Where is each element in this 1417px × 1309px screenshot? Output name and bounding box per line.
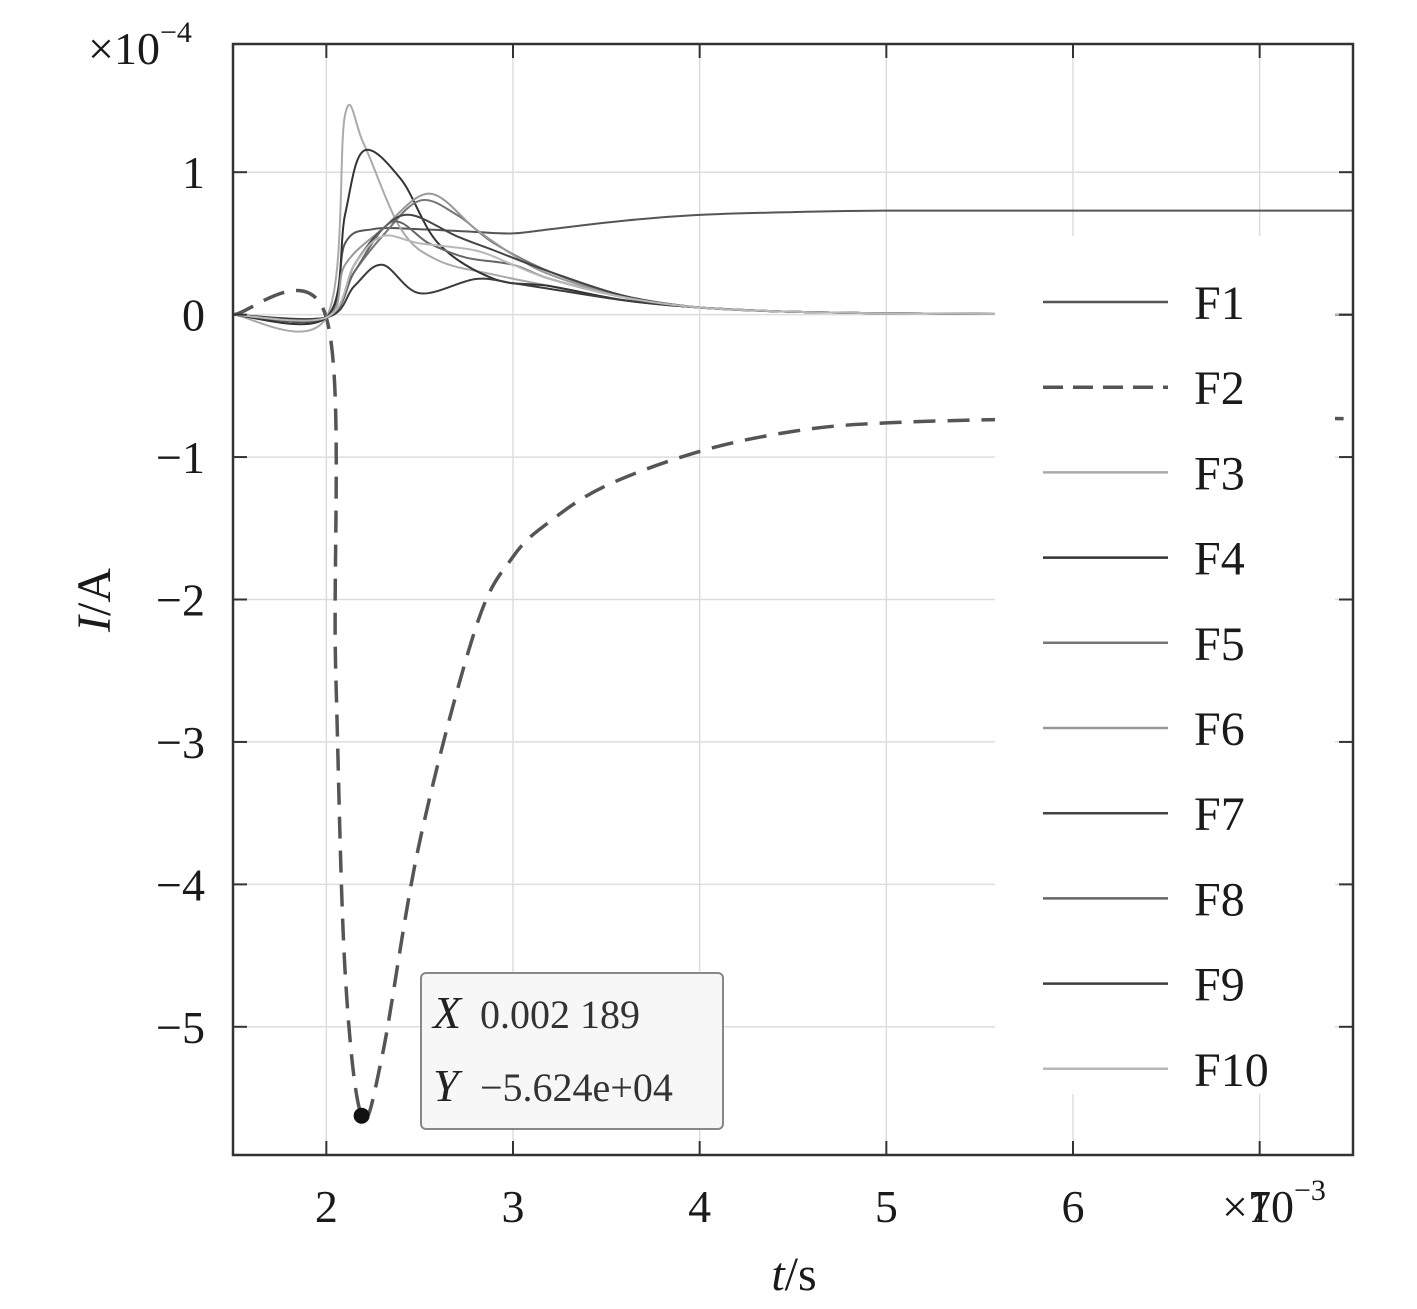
- y-tick-label: −2: [156, 575, 205, 626]
- x-tick-label: 6: [1062, 1181, 1085, 1232]
- datatip[interactable]: X 0.002 189 Y −5.624e+04: [420, 972, 724, 1130]
- x-tick-label: 3: [502, 1181, 525, 1232]
- legend-label-f5: F5: [1194, 618, 1245, 671]
- legend-box: [995, 236, 1335, 1094]
- datatip-y-value: −5.624e+04: [480, 1065, 673, 1110]
- tick-labels: 2 3 4 5 6 7 1 0 −1 −2 −3 −4 −5: [156, 147, 1271, 1232]
- legend-label-f4: F4: [1194, 533, 1245, 586]
- datatip-x-key: X: [431, 987, 463, 1038]
- legend-label-f1: F1: [1194, 277, 1245, 330]
- legend-label-f7: F7: [1194, 788, 1245, 841]
- y-axis-multiplier: ×10−4: [88, 16, 192, 74]
- y-axis-label: I/A: [68, 568, 121, 633]
- x-tick-label: 7: [1248, 1181, 1271, 1232]
- datatip-x-value: 0.002 189: [480, 992, 640, 1037]
- x-tick-label: 5: [875, 1181, 898, 1232]
- legend-label-f9: F9: [1194, 959, 1245, 1012]
- legend-label-f2: F2: [1194, 362, 1245, 415]
- datatip-y-key: Y: [433, 1060, 463, 1111]
- legend-label-f6: F6: [1194, 703, 1245, 756]
- y-tick-label: −1: [156, 432, 205, 483]
- legend: F1 F2 F3 F4 F5 F6 F7 F8 F9 F10: [995, 236, 1335, 1097]
- ticks: [233, 44, 1353, 1155]
- y-tick-label: −4: [156, 859, 205, 910]
- x-tick-label: 4: [688, 1181, 711, 1232]
- x-tick-label: 2: [315, 1181, 338, 1232]
- datatip-box: [420, 972, 724, 1130]
- x-axis-multiplier: ×10−3: [1222, 1174, 1326, 1232]
- y-tick-label: −5: [156, 1002, 205, 1053]
- y-tick-label: 1: [182, 147, 205, 198]
- legend-label-f3: F3: [1194, 447, 1245, 500]
- y-tick-label: 0: [182, 290, 205, 341]
- legend-label-f10: F10: [1194, 1044, 1269, 1097]
- series-layer: [232, 104, 1354, 1122]
- datatip-marker: [353, 1107, 370, 1124]
- x-axis-label: t/s: [771, 1248, 816, 1301]
- legend-label-f8: F8: [1194, 873, 1245, 926]
- series-f1-line: [232, 209, 1353, 324]
- series-f10-line: [232, 234, 1354, 322]
- y-tick-label: −3: [156, 717, 205, 768]
